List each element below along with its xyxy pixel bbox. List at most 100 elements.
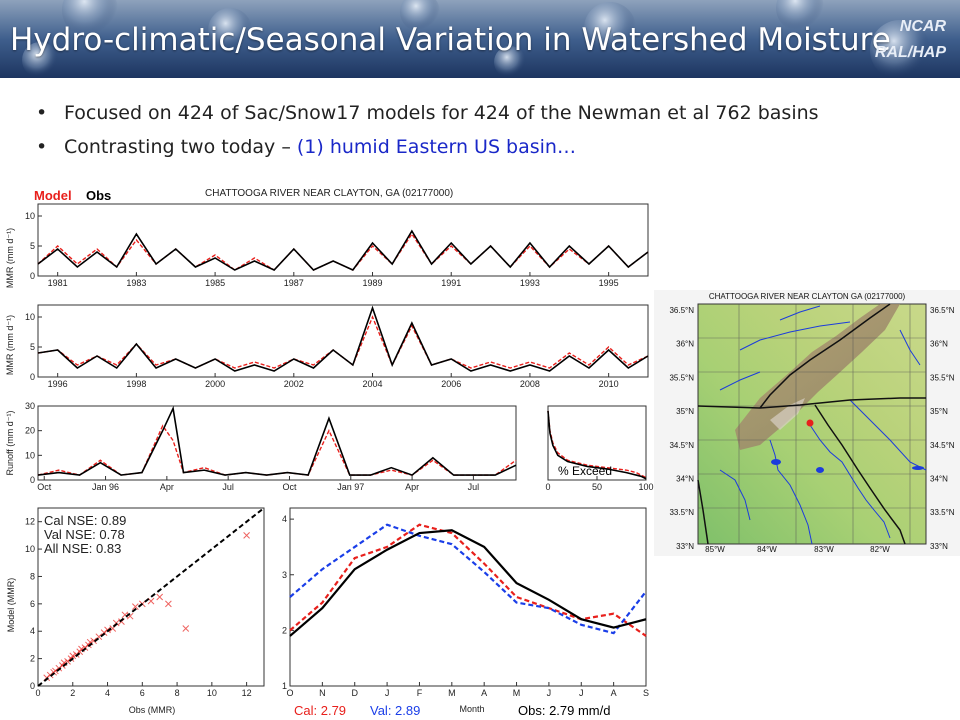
- legend-obs: Obs: [86, 188, 111, 203]
- latitude-label-left: 33.5°N: [669, 508, 694, 517]
- x-tick-label: Oct: [282, 482, 297, 492]
- latitude-label-left: 36.5°N: [669, 306, 694, 315]
- scatter-panel: 0 2 4 6 8 10 12 0 2 4 6 8 10 12: [25, 507, 265, 698]
- x-tick-label: 0: [35, 688, 40, 698]
- bullet-highlight: (1) humid Eastern US basin…: [296, 136, 576, 158]
- longitude-label: 84°W: [757, 545, 777, 554]
- latitude-label-left: 34.5°N: [669, 441, 694, 450]
- scatter-point: [182, 625, 190, 632]
- x-tick-label: 12: [242, 688, 252, 698]
- org-line-1: NCAR: [899, 18, 946, 35]
- y-tick-label: 3: [282, 570, 287, 580]
- scatter-xlabel: Obs (MMR): [129, 705, 176, 715]
- obs-series-line: [37, 305, 649, 372]
- plot-frame: [37, 304, 649, 378]
- bullet-dot-icon: •: [36, 136, 48, 158]
- y-tick-label: 1: [282, 681, 287, 691]
- map-latitude-labels: 36.5°N 36.5°N 36°N 36°N 35.5°N 35.5°N 35°N 35°N…: [669, 306, 954, 551]
- x-tick-label: S: [643, 688, 649, 698]
- bullet-text: Contrasting two today –: [64, 136, 297, 158]
- x-tick-label: Apr: [160, 482, 174, 492]
- x-tick-label: Jan 97: [337, 482, 364, 492]
- latitude-label-right: 33.5°N: [930, 508, 955, 517]
- bullet-dot-icon: •: [36, 102, 48, 124]
- mountain-region: [735, 304, 900, 450]
- timeseries-panel-1996-2010: 0 5 10 1996 1998 2000 2002 2004 2006 2008 2010: [25, 304, 649, 389]
- x-tick-label: J: [579, 688, 584, 698]
- x-tick-label: 8: [175, 688, 180, 698]
- monthly-panel: O N D J F M A M J J A S 1 2 3 4: [282, 507, 649, 698]
- x-tick-label: N: [319, 688, 326, 698]
- x-tick-label: 1995: [599, 278, 619, 288]
- y-tick-label: 0: [30, 475, 35, 485]
- x-tick-label: 4: [105, 688, 110, 698]
- x-tick-label: F: [417, 688, 423, 698]
- y-tick-label: 30: [25, 401, 35, 411]
- latitude-label-right: 36°N: [930, 340, 948, 349]
- x-tick-label: 6: [140, 688, 145, 698]
- map-grid: [698, 304, 926, 544]
- x-tick-label: 2000: [205, 379, 225, 389]
- obs-series-line: [37, 405, 517, 476]
- y-tick-label: 4: [282, 514, 287, 524]
- y-tick-label: 10: [25, 544, 35, 554]
- all-nse-stat: All NSE: 0.83: [44, 541, 121, 556]
- y-tick-label: 5: [30, 342, 35, 352]
- y-tick-label: 2: [30, 654, 35, 664]
- y-tick-label: 6: [30, 599, 35, 609]
- x-tick-label: 1981: [48, 278, 68, 288]
- map-title: CHATTOOGA RIVER NEAR CLAYTON GA (0217700…: [709, 292, 906, 301]
- x-tick-label: 2: [70, 688, 75, 698]
- x-tick-label: 2010: [599, 379, 619, 389]
- bullet-item: • Focused on 424 of Sac/Snow17 models fo…: [36, 96, 936, 130]
- scatter-ylabel: Model (MMR): [6, 578, 16, 633]
- latitude-label-left: 35.5°N: [669, 373, 694, 382]
- val-mean-label: Val: 2.89: [370, 703, 420, 718]
- y-tick-label: 0: [30, 271, 35, 281]
- x-tick-label: 2004: [363, 379, 383, 389]
- latitude-label-left: 36°N: [676, 340, 694, 349]
- monthly-xlabel: Month: [459, 704, 484, 714]
- runoff-panel: 0 10 20 30 Oct Jan 96 Apr Jul Oct Jan 97 Apr Jul: [25, 401, 517, 492]
- gauge-location-marker: [806, 419, 814, 427]
- panel1-ylabel: MMR (mm d⁻¹): [5, 228, 15, 288]
- val-nse-stat: Val NSE: 0.78: [44, 527, 125, 542]
- x-tick-label: 2006: [441, 379, 461, 389]
- x-tick-label: 1991: [441, 278, 461, 288]
- x-tick-label: A: [481, 688, 487, 698]
- x-tick-label: 10: [207, 688, 217, 698]
- obs-mean-label: Obs: 2.79 mm/d: [518, 703, 610, 718]
- x-tick-label: 1989: [363, 278, 383, 288]
- panel2-ylabel: MMR (mm d⁻¹): [5, 315, 15, 375]
- x-tick-label: 1985: [205, 278, 225, 288]
- map-lakes: [771, 459, 924, 473]
- latitude-label-right: 34°N: [930, 475, 948, 484]
- obs-series-line: [37, 229, 649, 271]
- x-tick-label: Apr: [405, 482, 419, 492]
- longitude-label: 83°W: [814, 545, 834, 554]
- slide-title: Hydro-climatic/Seasonal Variation in Wat…: [10, 22, 891, 58]
- bullet-item: • Contrasting two today – (1) humid East…: [36, 130, 936, 164]
- model-series-line: [547, 410, 647, 479]
- latitude-label-left: 33°N: [676, 542, 694, 551]
- bullet-list: • Focused on 424 of Sac/Snow17 models fo…: [36, 96, 936, 164]
- scatter-point: [243, 532, 250, 539]
- scatter-point: [46, 671, 54, 679]
- obs-mean-line: [289, 529, 647, 637]
- y-tick-label: 10: [25, 211, 35, 221]
- y-tick-label: 5: [30, 241, 35, 251]
- x-tick-label: O: [286, 688, 293, 698]
- x-tick-label: 100: [638, 482, 653, 492]
- x-tick-label: 50: [592, 482, 602, 492]
- scatter-point: [104, 626, 111, 634]
- scatter-point: [165, 600, 172, 608]
- latitude-label-right: 33°N: [930, 542, 948, 551]
- exceedance-label: % Exceed: [558, 464, 612, 478]
- x-tick-label: A: [611, 688, 617, 698]
- legend-model: Model: [34, 188, 72, 203]
- x-tick-label: J: [547, 688, 552, 698]
- y-tick-label: 10: [25, 450, 35, 460]
- plot-frame: [37, 405, 517, 481]
- x-tick-label: M: [513, 688, 521, 698]
